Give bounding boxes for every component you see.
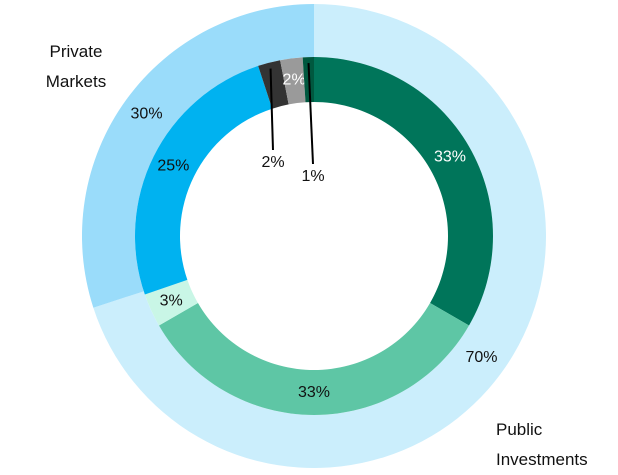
donut-segment (134, 65, 273, 295)
category-label: Private Markets (45, 42, 107, 91)
data-label: 2% (283, 71, 306, 88)
leader-line (307, 63, 314, 165)
data-label: 2% (261, 154, 284, 171)
donut-segment (81, 4, 314, 308)
donut-segment (314, 57, 493, 326)
data-label: 33% (298, 384, 330, 401)
data-label: 33% (434, 149, 466, 166)
data-label: 70% (465, 349, 497, 366)
category-label: Public Investments (496, 420, 588, 469)
data-label: 25% (157, 158, 189, 175)
data-label: 1% (301, 168, 324, 185)
donut-segment (280, 57, 306, 105)
data-label: 3% (160, 292, 183, 309)
data-label: 30% (131, 106, 163, 123)
donut-segment (158, 303, 470, 415)
leader-line (269, 68, 274, 151)
donut-segment (258, 60, 289, 109)
donut-segment (144, 279, 198, 326)
